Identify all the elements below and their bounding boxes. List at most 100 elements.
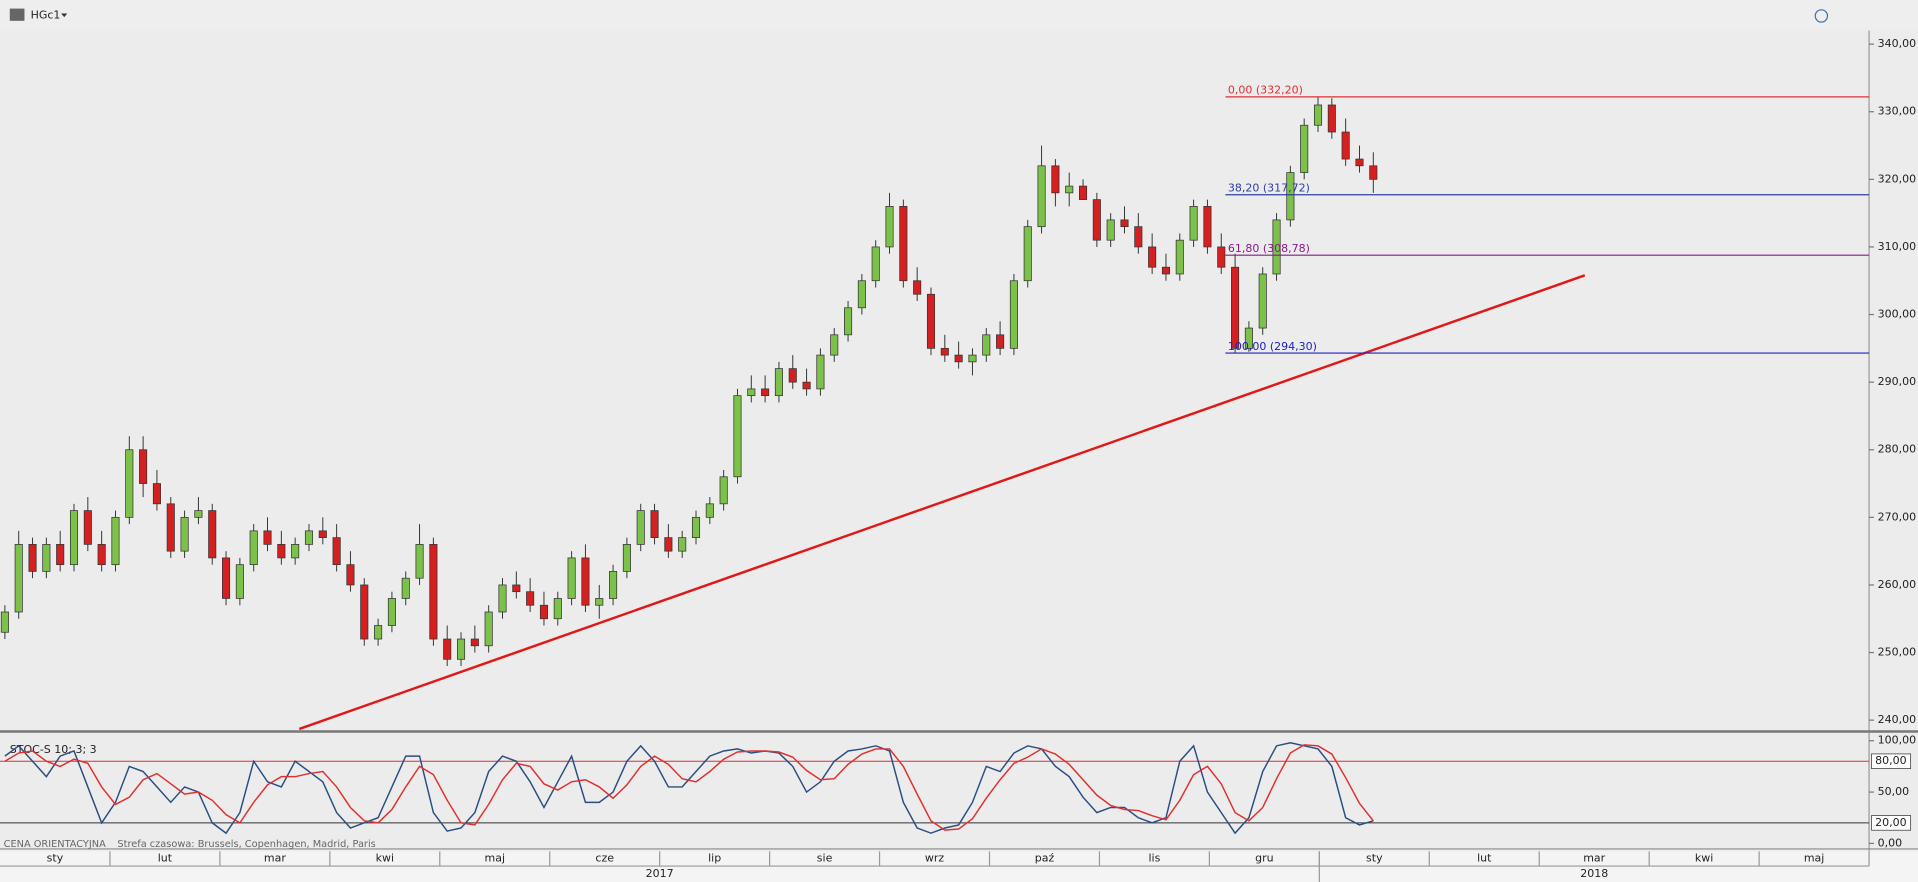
level-box	[1871, 753, 1912, 769]
candle-body	[374, 625, 383, 640]
month-label: paź	[1035, 852, 1055, 865]
candle-body	[83, 510, 92, 545]
candle-body	[1244, 327, 1253, 349]
candle-body	[857, 280, 866, 309]
y-tick-label: 280,00	[1878, 443, 1917, 456]
candle-body	[111, 516, 120, 566]
candle-body	[830, 334, 839, 356]
candle-body	[1300, 124, 1309, 173]
candle-body	[304, 530, 314, 545]
month-label: mar	[1583, 852, 1605, 865]
month-label: lut	[158, 852, 173, 865]
trendline	[298, 274, 1586, 731]
candle-body	[415, 544, 424, 579]
candle-body	[954, 354, 963, 363]
candle-body	[56, 544, 65, 566]
candle-body	[387, 598, 396, 626]
candle-body	[788, 368, 797, 383]
candle-body	[429, 544, 438, 640]
candle-body	[982, 334, 991, 356]
y-tick-label: 270,00	[1878, 510, 1917, 523]
year-label: 2017	[646, 867, 674, 880]
candle-body	[1313, 104, 1323, 126]
candle-body	[885, 206, 894, 248]
candle-body	[235, 564, 244, 599]
candle-body	[332, 537, 341, 566]
candle-body	[622, 544, 631, 572]
candle-body	[1217, 246, 1226, 268]
candle-body	[401, 577, 410, 599]
candle-body	[968, 354, 977, 363]
candle-body	[1258, 273, 1267, 329]
candle-body	[1037, 165, 1046, 228]
candle-body	[1327, 104, 1336, 133]
ticker: HGc1	[31, 8, 61, 21]
candle-body	[498, 584, 507, 613]
icon	[9, 8, 25, 21]
month-label: gru	[1255, 852, 1273, 865]
candle-body	[1203, 206, 1212, 248]
candle-body	[97, 544, 106, 566]
candle-body	[139, 449, 148, 484]
candle-body	[940, 347, 949, 356]
candle-body	[539, 604, 549, 620]
y-tick-label: 300,00	[1878, 308, 1917, 321]
indicator-line	[4, 744, 1374, 831]
candle-body	[774, 368, 783, 397]
candle-body	[194, 510, 203, 518]
candle-body	[1009, 280, 1018, 349]
candle-body	[484, 611, 493, 647]
candle-body	[456, 638, 466, 660]
candle-body	[208, 510, 217, 559]
candle-body	[816, 354, 825, 390]
month-label: cze	[595, 852, 614, 865]
y-tick-label: 240,00	[1878, 713, 1917, 726]
candle-body	[470, 638, 479, 647]
candle-body	[263, 530, 272, 545]
candle-body	[1189, 206, 1198, 241]
y-tick-label: 310,00	[1878, 240, 1917, 253]
fib-label: 0,00 (332,20)	[1228, 84, 1303, 97]
level-label: 20,00	[1875, 816, 1907, 829]
candle-body	[166, 503, 175, 552]
month-label: maj	[1804, 852, 1825, 865]
candle-body	[1175, 239, 1184, 275]
candle-body	[1023, 226, 1032, 282]
candle-body	[249, 530, 258, 566]
candle-body	[691, 516, 701, 538]
candle-body	[1272, 219, 1281, 275]
candle-body	[567, 557, 576, 599]
y-tick-label: 290,00	[1878, 375, 1917, 388]
month-label: sie	[817, 852, 833, 865]
candle-body	[152, 483, 161, 505]
candle-body	[222, 557, 231, 599]
year-label: 2018	[1580, 867, 1608, 880]
candle-body	[1231, 266, 1240, 349]
clock-icon[interactable]	[1814, 9, 1829, 23]
month-label: sty	[1366, 852, 1383, 865]
level-label: 80,00	[1875, 754, 1907, 767]
candle-body	[1134, 226, 1143, 248]
candle-body	[1120, 219, 1129, 228]
y-tick-label: 340,00	[1878, 37, 1917, 50]
candle-body	[705, 503, 714, 518]
candle-body	[926, 293, 936, 349]
month-label: lis	[1149, 852, 1161, 865]
month-label: lip	[708, 852, 721, 865]
candle-body	[844, 307, 853, 336]
candle-body	[1161, 266, 1171, 275]
candle-body	[277, 544, 286, 559]
y-tick-label: 100,00	[1878, 734, 1917, 747]
candle-body	[609, 571, 618, 599]
candle-body	[42, 544, 51, 572]
candle-body	[871, 246, 880, 282]
candle-body	[650, 510, 659, 538]
dropdown-arrow[interactable]	[61, 13, 68, 18]
candle-body	[899, 206, 908, 282]
candle-body	[1092, 199, 1101, 241]
candle-body	[719, 476, 728, 505]
month-label: mar	[264, 852, 286, 865]
